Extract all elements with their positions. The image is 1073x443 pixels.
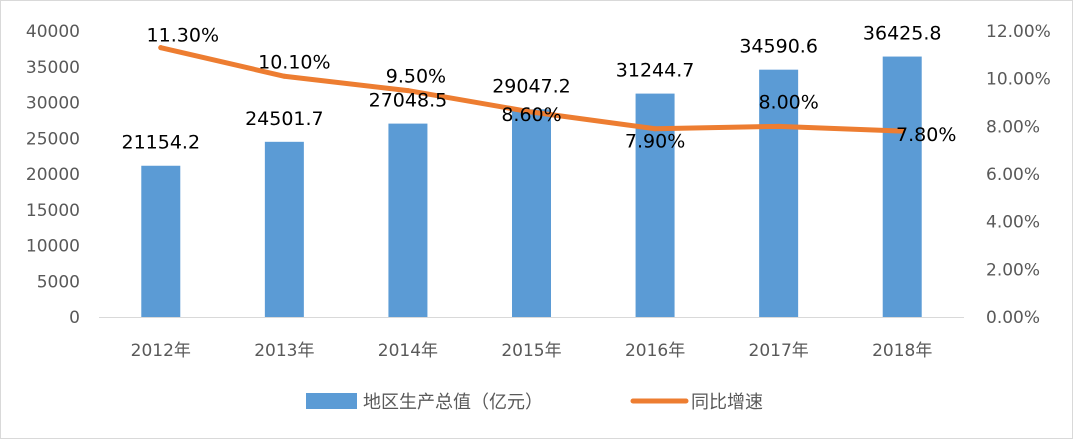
bar-series	[141, 56, 922, 317]
bar-data-label: 21154.2	[121, 132, 200, 154]
line-point	[652, 126, 658, 132]
bar	[141, 165, 181, 317]
bar-data-label: 29047.2	[492, 75, 571, 97]
y-left-tick-label: 5000	[37, 272, 80, 292]
y-left-tick-label: 30000	[26, 94, 80, 114]
legend-label-line: 同比增速	[691, 392, 763, 413]
y-right-tick-label: 2.00%	[986, 260, 1040, 280]
y-left-tick-label: 25000	[26, 129, 80, 149]
line-data-label: 10.10%	[258, 51, 330, 73]
y-left-tick-label: 40000	[26, 22, 80, 42]
y-left-tick-label: 20000	[26, 165, 80, 185]
x-tick-label: 2017年	[749, 341, 809, 361]
y-left-tick-label: 10000	[26, 237, 80, 257]
legend: 地区生产总值（亿元） 同比增速	[306, 392, 763, 413]
bar	[388, 123, 428, 317]
line-data-label: 8.00%	[758, 91, 818, 113]
y-left-tick-label: 0	[69, 308, 80, 328]
legend-label-bar: 地区生产总值（亿元）	[363, 392, 543, 413]
y-right-tick-label: 4.00%	[986, 213, 1040, 233]
x-tick-label: 2018年	[872, 341, 932, 361]
y-left-tick-label: 35000	[26, 58, 80, 78]
y-left-tick-label: 15000	[26, 201, 80, 221]
line-point	[899, 128, 905, 134]
line-series	[158, 45, 905, 134]
y-right-tick-label: 8.00%	[986, 117, 1040, 137]
bar	[882, 56, 922, 317]
x-tick-label: 2012年	[131, 341, 191, 361]
x-tick-label: 2013年	[254, 341, 314, 361]
line-data-label: 7.80%	[896, 124, 956, 146]
y-right-tick-label: 10.00%	[986, 70, 1051, 90]
x-tick-label: 2014年	[378, 341, 438, 361]
line-point	[529, 109, 534, 115]
data-labels: 21154.2 24501.7 27048.5 29047.2 31244.7 34590…	[121, 23, 956, 154]
x-tick-label: 2016年	[625, 341, 685, 361]
line-data-label: 8.60%	[501, 104, 561, 126]
bar	[512, 109, 551, 317]
bar-data-label: 36425.8	[863, 23, 942, 45]
line-data-label: 11.30%	[147, 25, 219, 47]
bar	[264, 141, 304, 317]
axes: 0 5000 10000 15000 20000 25000 30000 35000 40000…	[26, 22, 1051, 361]
bar-data-label: 27048.5	[369, 90, 448, 112]
line-point	[158, 45, 164, 51]
bar-data-label: 34590.6	[739, 36, 818, 58]
y-right-tick-label: 0.00%	[986, 308, 1040, 328]
y-right-tick-label: 12.00%	[986, 22, 1051, 42]
line-data-label: 7.90%	[625, 131, 685, 153]
bar-data-label: 24501.7	[245, 108, 324, 130]
line-point	[776, 123, 782, 129]
bar-data-label: 31244.7	[616, 60, 695, 82]
legend-swatch-bar	[306, 393, 357, 409]
line-point	[281, 73, 287, 79]
x-tick-label: 2015年	[501, 341, 561, 361]
line-point	[405, 88, 411, 94]
bar	[759, 69, 799, 317]
line-data-label: 9.50%	[386, 66, 446, 88]
y-right-tick-label: 6.00%	[986, 165, 1040, 185]
